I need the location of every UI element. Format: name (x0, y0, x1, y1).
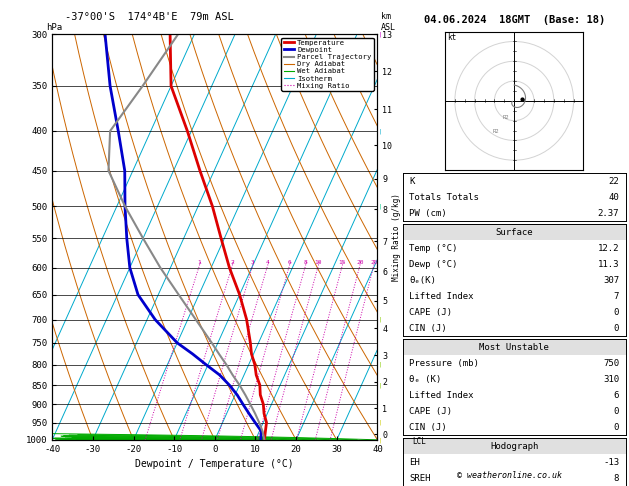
Text: 3: 3 (251, 260, 255, 265)
Text: 20: 20 (356, 260, 364, 265)
Text: 22: 22 (608, 176, 619, 186)
Text: SREH: SREH (409, 474, 431, 483)
Text: 0: 0 (614, 423, 619, 432)
Text: 2: 2 (231, 260, 235, 265)
Legend: Temperature, Dewpoint, Parcel Trajectory, Dry Adiabat, Wet Adiabat, Isotherm, Mi: Temperature, Dewpoint, Parcel Trajectory… (281, 37, 374, 91)
Text: CAPE (J): CAPE (J) (409, 407, 452, 416)
Text: 1: 1 (198, 260, 201, 265)
Text: |: | (379, 31, 382, 37)
Text: CIN (J): CIN (J) (409, 324, 447, 333)
Text: Totals Totals: Totals Totals (409, 192, 479, 202)
Text: -13: -13 (603, 458, 619, 467)
FancyBboxPatch shape (403, 438, 626, 454)
Text: 8: 8 (614, 474, 619, 483)
Text: 0: 0 (614, 407, 619, 416)
Text: 7: 7 (614, 292, 619, 301)
Text: Lifted Index: Lifted Index (409, 292, 474, 301)
Text: LCL: LCL (412, 437, 426, 446)
Text: © weatheronline.co.uk: © weatheronline.co.uk (457, 471, 562, 480)
Text: Mixing Ratio (g/kg): Mixing Ratio (g/kg) (392, 193, 401, 281)
Text: PW (cm): PW (cm) (409, 208, 447, 218)
Text: 0: 0 (614, 324, 619, 333)
Text: K: K (409, 176, 415, 186)
Text: 8: 8 (304, 260, 308, 265)
Text: 04.06.2024  18GMT  (Base: 18): 04.06.2024 18GMT (Base: 18) (423, 15, 605, 25)
Text: θₑ(K): θₑ(K) (409, 276, 436, 285)
Text: 12.2: 12.2 (598, 243, 619, 253)
Text: 11.3: 11.3 (598, 260, 619, 269)
Text: |: | (379, 420, 382, 425)
Text: 25: 25 (370, 260, 377, 265)
Text: 2.37: 2.37 (598, 208, 619, 218)
Text: Lifted Index: Lifted Index (409, 391, 474, 400)
Text: km
ASL: km ASL (381, 12, 396, 32)
Text: Surface: Surface (496, 227, 533, 237)
Text: CAPE (J): CAPE (J) (409, 308, 452, 317)
Text: 6: 6 (287, 260, 291, 265)
Text: Dewp (°C): Dewp (°C) (409, 260, 458, 269)
Text: kt: kt (447, 33, 456, 41)
Text: 750: 750 (603, 359, 619, 368)
Text: |: | (379, 204, 382, 209)
Text: |: | (379, 437, 382, 443)
Text: 6: 6 (614, 391, 619, 400)
Text: |: | (379, 362, 382, 367)
Text: Pressure (mb): Pressure (mb) (409, 359, 479, 368)
X-axis label: Dewpoint / Temperature (°C): Dewpoint / Temperature (°C) (135, 459, 294, 469)
FancyBboxPatch shape (403, 224, 626, 240)
Text: 0: 0 (614, 308, 619, 317)
Text: R2: R2 (503, 115, 509, 120)
Text: CIN (J): CIN (J) (409, 423, 447, 432)
FancyBboxPatch shape (403, 339, 626, 355)
Text: |: | (379, 128, 382, 134)
Text: |: | (379, 317, 382, 322)
Text: |: | (379, 382, 382, 388)
Text: R2: R2 (493, 128, 499, 134)
Text: 10: 10 (314, 260, 322, 265)
Text: Most Unstable: Most Unstable (479, 343, 549, 352)
Text: 310: 310 (603, 375, 619, 384)
Text: 40: 40 (608, 192, 619, 202)
Text: -37°00'S  174°4B'E  79m ASL: -37°00'S 174°4B'E 79m ASL (65, 12, 233, 22)
Text: 4: 4 (266, 260, 270, 265)
Text: 15: 15 (338, 260, 346, 265)
Text: EH: EH (409, 458, 420, 467)
Text: Hodograph: Hodograph (490, 442, 538, 451)
Text: 307: 307 (603, 276, 619, 285)
Text: Temp (°C): Temp (°C) (409, 243, 458, 253)
Text: hPa: hPa (46, 22, 62, 32)
Text: θₑ (K): θₑ (K) (409, 375, 442, 384)
